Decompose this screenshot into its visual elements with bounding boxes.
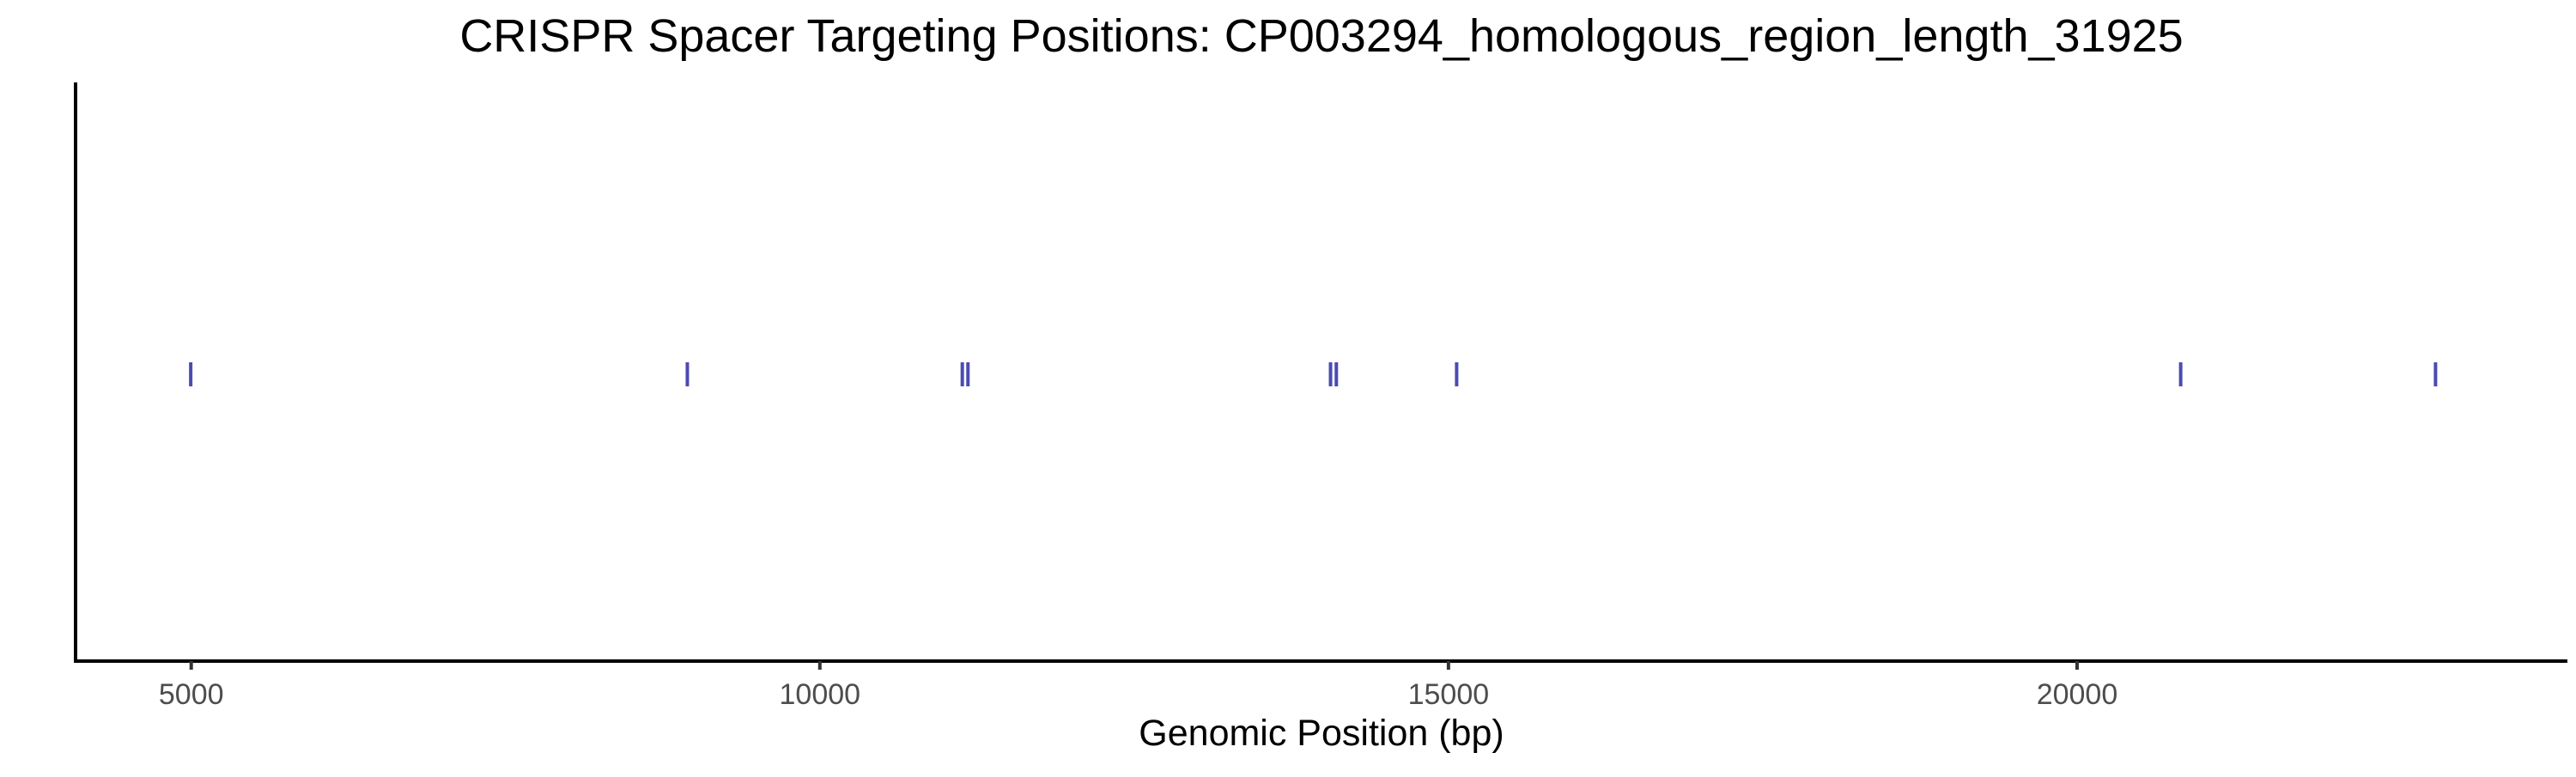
- x-tick-label: 5000: [159, 678, 224, 711]
- spacer-marks: [189, 362, 2438, 386]
- x-tick-label: 10000: [780, 678, 861, 711]
- chart-title: CRISPR Spacer Targeting Positions: CP003…: [459, 10, 2183, 62]
- x-tick-label: 15000: [1408, 678, 1490, 711]
- x-axis-ticks: 5000 10000 15000 20000: [159, 661, 2117, 711]
- x-axis-label: Genomic Position (bp): [1139, 713, 1504, 754]
- x-tick-label: 20000: [2037, 678, 2118, 711]
